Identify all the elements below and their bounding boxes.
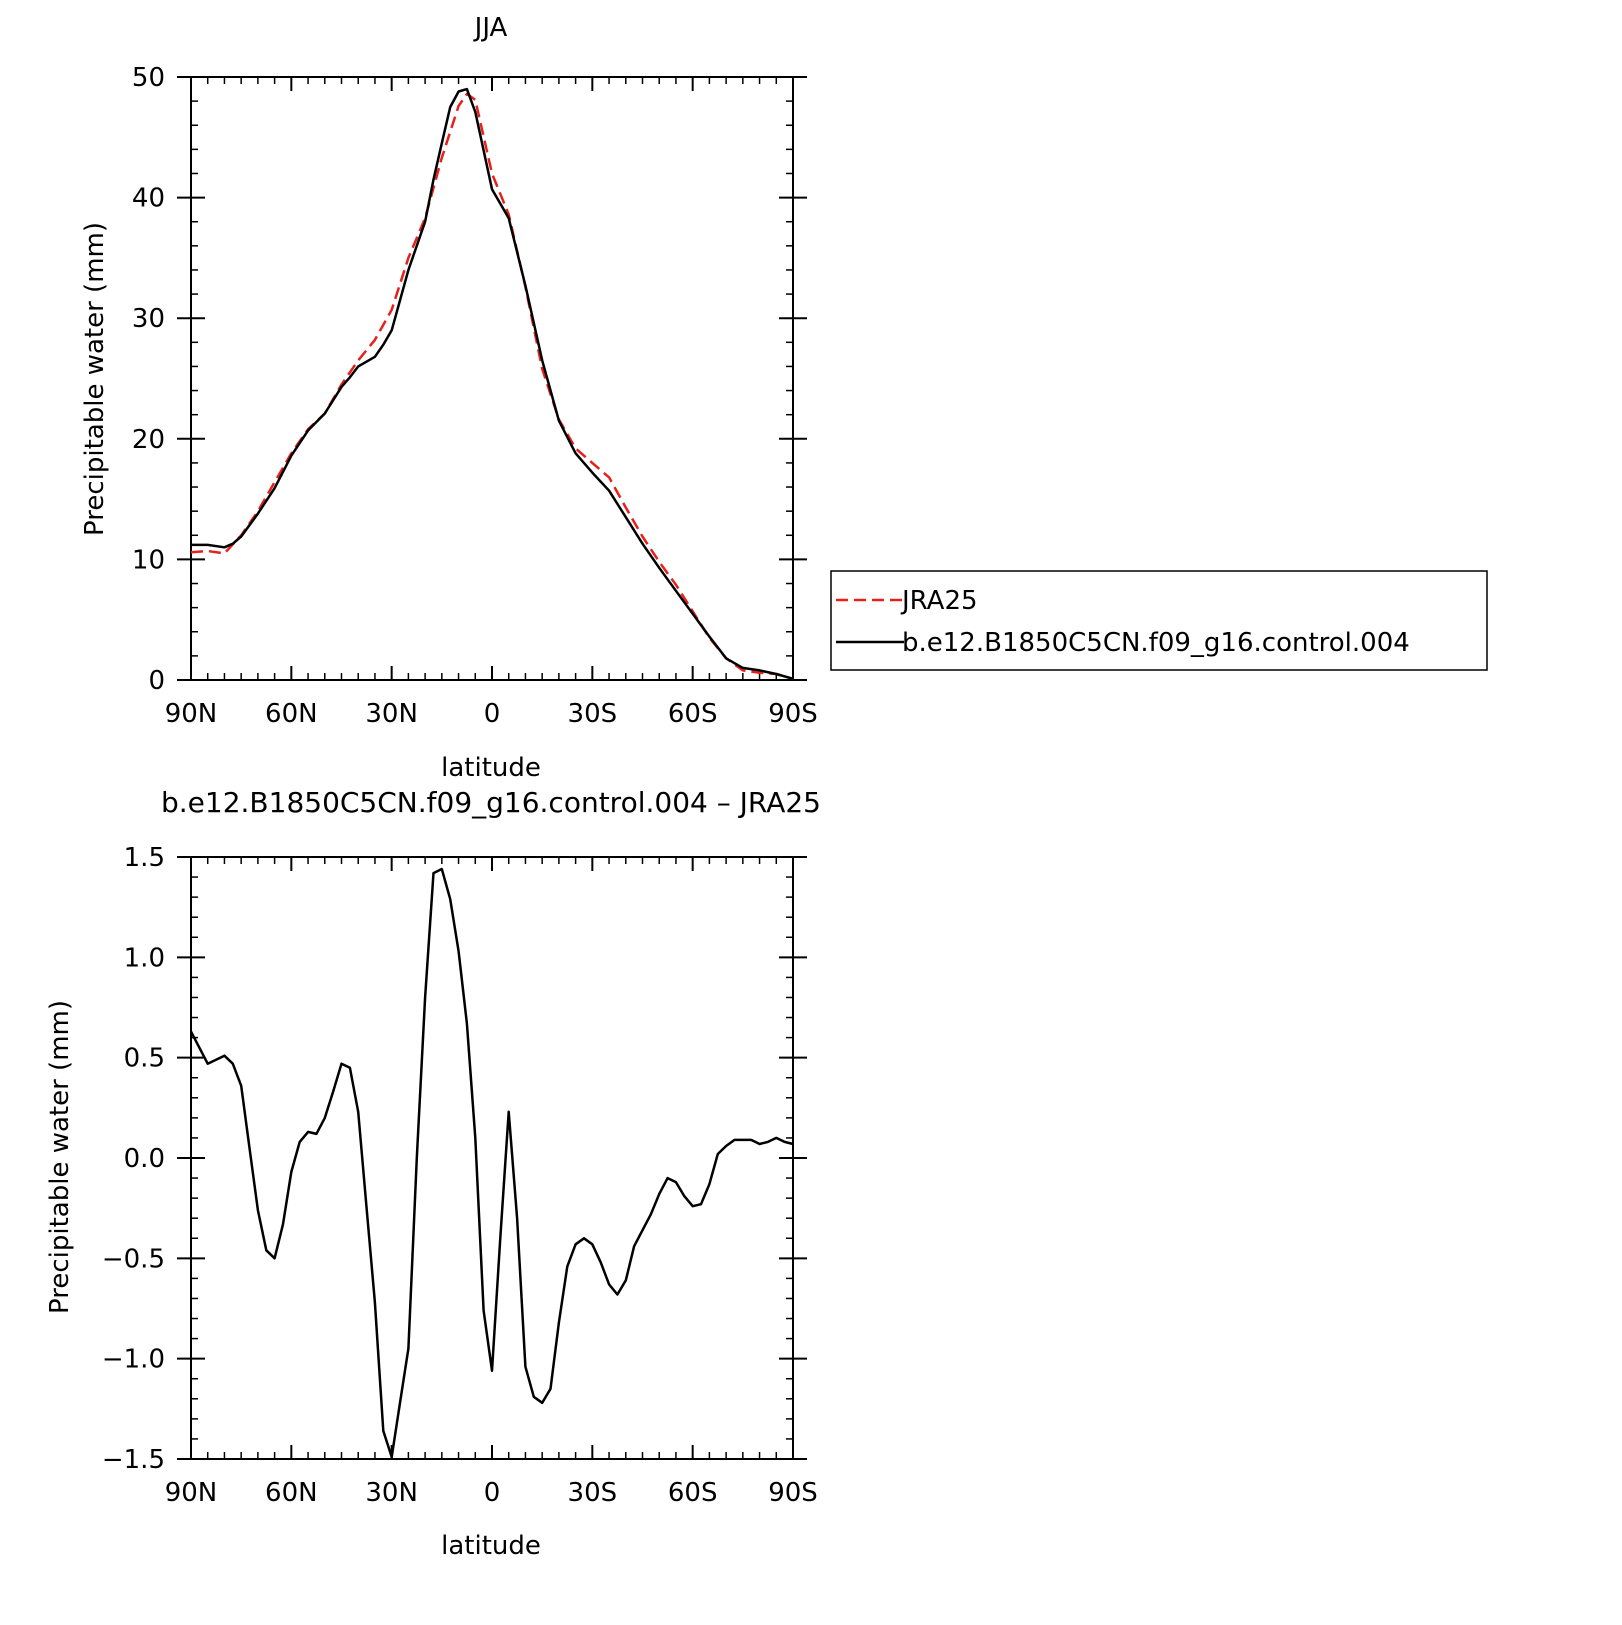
legend-label-model: b.e12.B1850C5CN.f09_g16.control.004 <box>902 628 1410 658</box>
top-x-axis-label: latitude <box>441 753 541 783</box>
bottom-chart-title: b.e12.B1850C5CN.f09_g16.control.004 – JR… <box>161 786 821 819</box>
top-x-tick-label: 30S <box>568 699 618 729</box>
bottom-y-tick-label: 0.5 <box>124 1044 165 1074</box>
top-x-tick-label: 60S <box>668 699 718 729</box>
top-plot-frame <box>190 76 794 681</box>
bottom-plot-area: 90N 60N 30N 0 30S 60S 90S −1.5 −1.0 −0.5 0.0 0.5 1.0… <box>102 843 818 1508</box>
top-y-tick-label: 10 <box>132 545 165 575</box>
top-y-axis-label: Precipitable water (mm) <box>80 222 110 536</box>
bottom-x-tick-label: 30S <box>568 1478 618 1508</box>
legend: JRA25 b.e12.B1850C5CN.f09_g16.control.00… <box>830 570 1488 671</box>
legend-label-jra25: JRA25 <box>900 586 978 616</box>
bottom-x-tick-label: 60N <box>265 1478 318 1508</box>
bottom-y-tick-label: 0.0 <box>124 1144 165 1174</box>
bottom-panel: b.e12.B1850C5CN.f09_g16.control.004 – JR… <box>45 786 821 1561</box>
top-x-tick-label: 90N <box>165 699 218 729</box>
bottom-x-tick-label: 60S <box>668 1478 718 1508</box>
bottom-x-tick-label: 90N <box>165 1478 218 1508</box>
top-y-tick-label: 30 <box>132 304 165 334</box>
legend-box <box>830 570 1488 671</box>
top-x-tick-label: 0 <box>484 699 501 729</box>
top-x-tick-label: 30N <box>365 699 418 729</box>
bottom-series-0-line <box>189 867 794 1459</box>
bottom-y-axis-label: Precipitable water (mm) <box>45 1000 75 1314</box>
top-y-tick-label: 0 <box>148 666 165 696</box>
bottom-y-tick-label: 1.5 <box>124 843 165 873</box>
bottom-x-tick-label: 30N <box>365 1478 418 1508</box>
top-plot-area: 90N 60N 30N 0 30S 60S 90S 0 10 20 30 40 50 <box>132 63 818 729</box>
top-series-0-line <box>190 92 794 681</box>
top-panel: JJA 90N 60N 30N 0 30S 60S 90S 0 10 20 30 40 50 Preci… <box>80 13 818 783</box>
top-chart-title: JJA <box>473 13 508 43</box>
bottom-y-tick-label: 1.0 <box>124 943 165 973</box>
bottom-y-tick-label: −0.5 <box>102 1244 165 1274</box>
bottom-x-tick-label: 0 <box>484 1478 501 1508</box>
top-y-tick-label: 20 <box>132 425 165 455</box>
bottom-y-tick-label: −1.5 <box>102 1445 165 1475</box>
top-series-1-line <box>191 87 794 681</box>
bottom-x-axis-label: latitude <box>441 1531 541 1561</box>
bottom-x-tick-label: 90S <box>768 1478 818 1508</box>
top-x-tick-label: 90S <box>768 699 818 729</box>
top-y-tick-label: 40 <box>132 184 165 214</box>
top-y-tick-label: 50 <box>132 63 165 93</box>
top-x-tick-label: 60N <box>265 699 318 729</box>
bottom-y-tick-label: −1.0 <box>102 1345 165 1375</box>
